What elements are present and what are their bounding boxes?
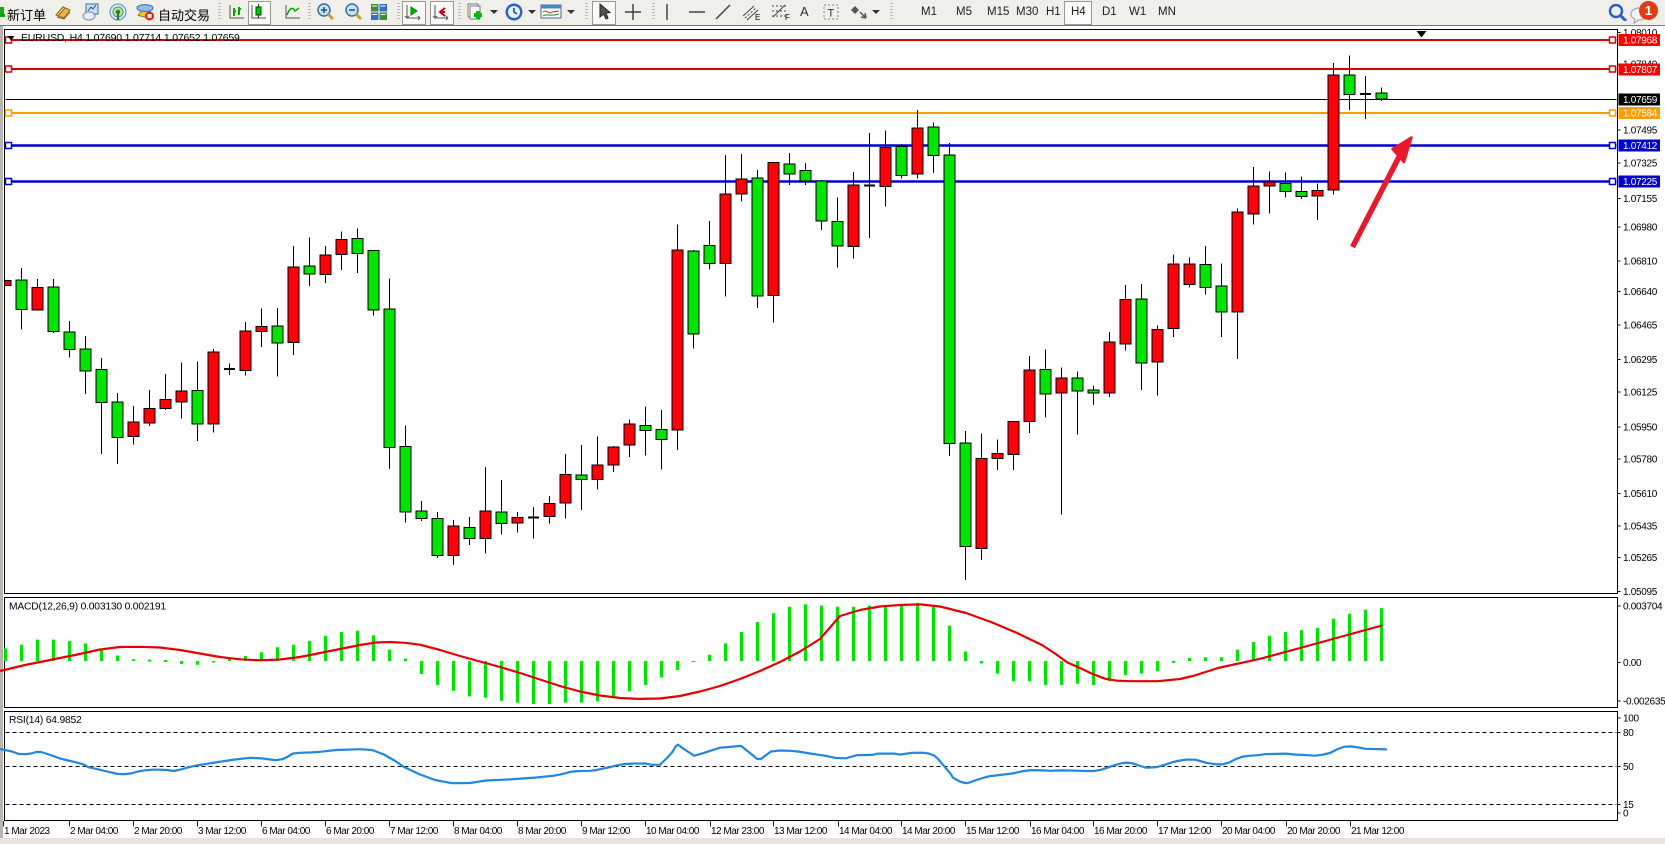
svg-text:0.00: 0.00 (1623, 658, 1642, 669)
svg-text:EURUSD, H4 1.07690 1.07714 1.: EURUSD, H4 1.07690 1.07714 1.07652 1.076… (21, 32, 240, 44)
svg-text:T: T (828, 8, 835, 20)
svg-text:17 Mar 12:00: 17 Mar 12:00 (1158, 826, 1212, 837)
svg-text:1.07659: 1.07659 (1623, 95, 1658, 106)
svg-text:100: 100 (1623, 714, 1640, 725)
svg-text:1.06125: 1.06125 (1623, 388, 1658, 399)
svg-text:1.05265: 1.05265 (1623, 553, 1658, 564)
svg-text:8 Mar 04:00: 8 Mar 04:00 (454, 826, 503, 837)
svg-text:2 Mar 04:00: 2 Mar 04:00 (70, 826, 119, 837)
svg-text:1.07155: 1.07155 (1623, 194, 1658, 205)
svg-text:1.07225: 1.07225 (1623, 177, 1658, 188)
svg-text:13 Mar 12:00: 13 Mar 12:00 (774, 826, 828, 837)
svg-text:MACD(12,26,9) 0.003130 0.00219: MACD(12,26,9) 0.003130 0.002191 (9, 602, 166, 613)
svg-text:1.06640: 1.06640 (1623, 287, 1658, 298)
svg-text:16 Mar 04:00: 16 Mar 04:00 (1031, 826, 1085, 837)
svg-text:1.07807: 1.07807 (1623, 65, 1658, 76)
svg-text:15: 15 (1623, 800, 1634, 811)
svg-text:20 Mar 20:00: 20 Mar 20:00 (1287, 826, 1341, 837)
svg-text:16 Mar 20:00: 16 Mar 20:00 (1094, 826, 1148, 837)
svg-text:F: F (785, 13, 790, 21)
svg-text:7 Mar 12:00: 7 Mar 12:00 (390, 826, 439, 837)
svg-text:0: 0 (1623, 809, 1629, 820)
svg-text:14 Mar 20:00: 14 Mar 20:00 (902, 826, 956, 837)
svg-text:20 Mar 04:00: 20 Mar 04:00 (1222, 826, 1276, 837)
svg-text:1.07325: 1.07325 (1623, 159, 1658, 170)
svg-text:1.06810: 1.06810 (1623, 257, 1658, 268)
svg-text:2 Mar 20:00: 2 Mar 20:00 (134, 826, 183, 837)
svg-text:1.08010: 1.08010 (1623, 28, 1658, 39)
svg-text:50: 50 (1623, 762, 1634, 773)
svg-text:14 Mar 04:00: 14 Mar 04:00 (839, 826, 893, 837)
svg-text:1.07495: 1.07495 (1623, 126, 1658, 137)
svg-text:1.05610: 1.05610 (1623, 489, 1658, 500)
svg-text:1.05950: 1.05950 (1623, 423, 1658, 434)
svg-text:3 Mar 12:00: 3 Mar 12:00 (198, 826, 247, 837)
svg-text:10 Mar 04:00: 10 Mar 04:00 (646, 826, 700, 837)
svg-text:1.05780: 1.05780 (1623, 455, 1658, 466)
svg-text:E: E (755, 13, 760, 21)
svg-text:80: 80 (1623, 728, 1634, 739)
svg-text:15 Mar 12:00: 15 Mar 12:00 (966, 826, 1020, 837)
svg-text:-0.002635: -0.002635 (1623, 697, 1665, 708)
svg-text:6 Mar 04:00: 6 Mar 04:00 (262, 826, 311, 837)
svg-text:1.06980: 1.06980 (1623, 223, 1658, 234)
svg-text:1.06465: 1.06465 (1623, 321, 1658, 332)
svg-text:12 Mar 23:00: 12 Mar 23:00 (711, 826, 765, 837)
svg-text:1.07584: 1.07584 (1623, 109, 1658, 120)
svg-text:1.07412: 1.07412 (1623, 141, 1658, 152)
svg-text:1.05095: 1.05095 (1623, 587, 1658, 598)
svg-text:1.06295: 1.06295 (1623, 355, 1658, 366)
svg-text:8 Mar 20:00: 8 Mar 20:00 (518, 826, 567, 837)
svg-text:1.07968: 1.07968 (1623, 36, 1658, 47)
svg-text:6 Mar 20:00: 6 Mar 20:00 (326, 826, 375, 837)
svg-text:RSI(14) 64.9852: RSI(14) 64.9852 (9, 715, 82, 726)
svg-text:21 Mar 12:00: 21 Mar 12:00 (1351, 826, 1405, 837)
svg-text:1 Mar 2023: 1 Mar 2023 (4, 826, 51, 837)
svg-text:1.05435: 1.05435 (1623, 522, 1658, 533)
svg-text:9 Mar 12:00: 9 Mar 12:00 (582, 826, 631, 837)
svg-text:0.003704: 0.003704 (1623, 602, 1663, 613)
